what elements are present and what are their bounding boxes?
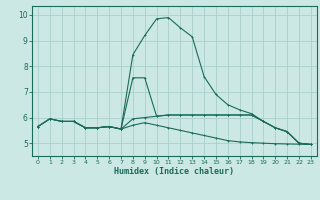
X-axis label: Humidex (Indice chaleur): Humidex (Indice chaleur) bbox=[115, 167, 234, 176]
